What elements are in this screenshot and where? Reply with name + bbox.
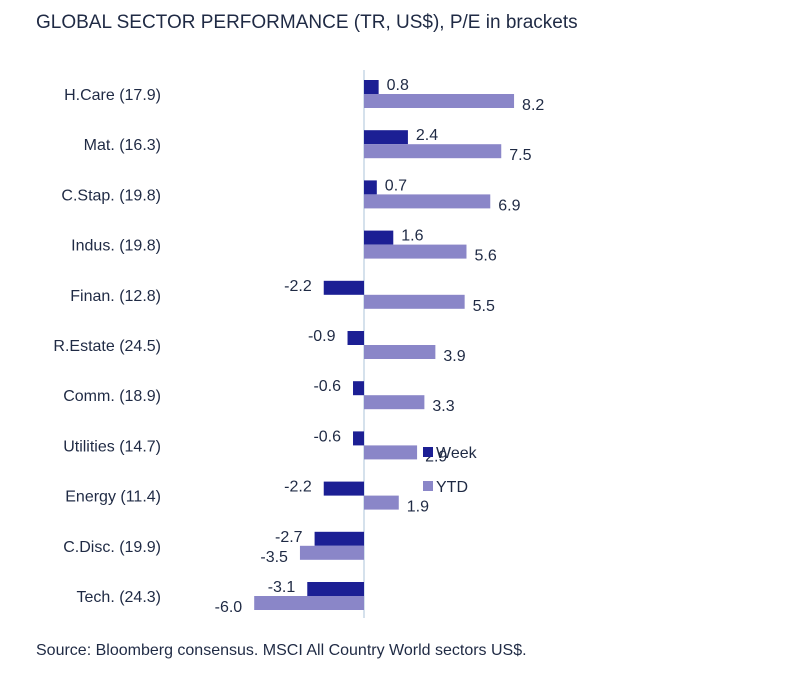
legend-week-label: Week: [436, 445, 478, 462]
week-bar: [353, 381, 364, 396]
ytd-bar: [364, 194, 491, 209]
week-value-label: -0.6: [313, 428, 341, 445]
category-label: Utilities (14.7): [63, 438, 161, 455]
ytd-bar: [364, 495, 399, 510]
week-value-label: 0.7: [385, 177, 407, 194]
week-value-label: -2.2: [284, 278, 312, 295]
ytd-value-label: 6.9: [498, 197, 520, 214]
ytd-value-label: 7.5: [509, 147, 531, 164]
category-label: Tech. (24.3): [77, 589, 161, 606]
ytd-bar: [254, 596, 364, 610]
ytd-bar: [299, 545, 364, 560]
ytd-value-label: 1.9: [407, 499, 429, 516]
ytd-bar: [364, 94, 515, 108]
source-note: Source: Bloomberg consensus. MSCI All Co…: [36, 642, 527, 659]
category-label: C.Disc. (19.9): [63, 539, 161, 556]
week-value-label: -2.2: [284, 479, 312, 496]
week-bar: [323, 481, 364, 496]
week-value-label: 1.6: [401, 228, 423, 245]
ytd-bar: [364, 294, 465, 309]
ytd-value-label: -3.5: [260, 549, 288, 566]
category-label: H.Care (17.9): [64, 87, 161, 104]
week-bar: [353, 431, 364, 446]
legend-ytd-swatch: [423, 481, 433, 491]
category-label: Finan. (12.8): [70, 288, 161, 305]
ytd-value-label: 5.5: [473, 298, 495, 315]
ytd-bar: [364, 395, 425, 410]
category-label: Mat. (16.3): [84, 137, 161, 154]
ytd-bar: [364, 445, 418, 460]
chart-title: GLOBAL SECTOR PERFORMANCE (TR, US$), P/E…: [36, 12, 578, 33]
ytd-value-label: 5.6: [474, 248, 496, 265]
ytd-value-label: -6.0: [215, 599, 243, 616]
week-value-label: -3.1: [268, 579, 296, 596]
ytd-bar: [364, 345, 436, 359]
week-value-label: 0.8: [387, 77, 409, 94]
week-value-label: -0.9: [308, 328, 336, 345]
week-bar: [347, 331, 364, 345]
week-value-label: -2.7: [275, 529, 303, 546]
legend-week-swatch: [423, 447, 433, 457]
ytd-value-label: 3.3: [432, 398, 454, 415]
category-label: Indus. (19.8): [71, 238, 161, 255]
ytd-bar: [364, 244, 467, 259]
week-bar: [307, 582, 364, 596]
week-bar: [364, 230, 394, 245]
week-value-label: -0.6: [313, 378, 341, 395]
category-label: C.Stap. (19.8): [61, 187, 161, 204]
week-bar: [364, 130, 408, 145]
category-label: Energy (11.4): [65, 489, 161, 506]
week-bar: [364, 180, 377, 195]
category-label: R.Estate (24.5): [53, 338, 161, 355]
week-bar: [314, 531, 364, 546]
legend-ytd-label: YTD: [436, 479, 468, 496]
week-bar: [323, 280, 364, 295]
week-bar: [364, 80, 379, 94]
week-value-label: 2.4: [416, 127, 438, 144]
ytd-value-label: 8.2: [522, 97, 544, 114]
ytd-bar: [364, 144, 502, 159]
category-label: Comm. (18.9): [63, 388, 161, 405]
ytd-value-label: 3.9: [443, 348, 465, 365]
